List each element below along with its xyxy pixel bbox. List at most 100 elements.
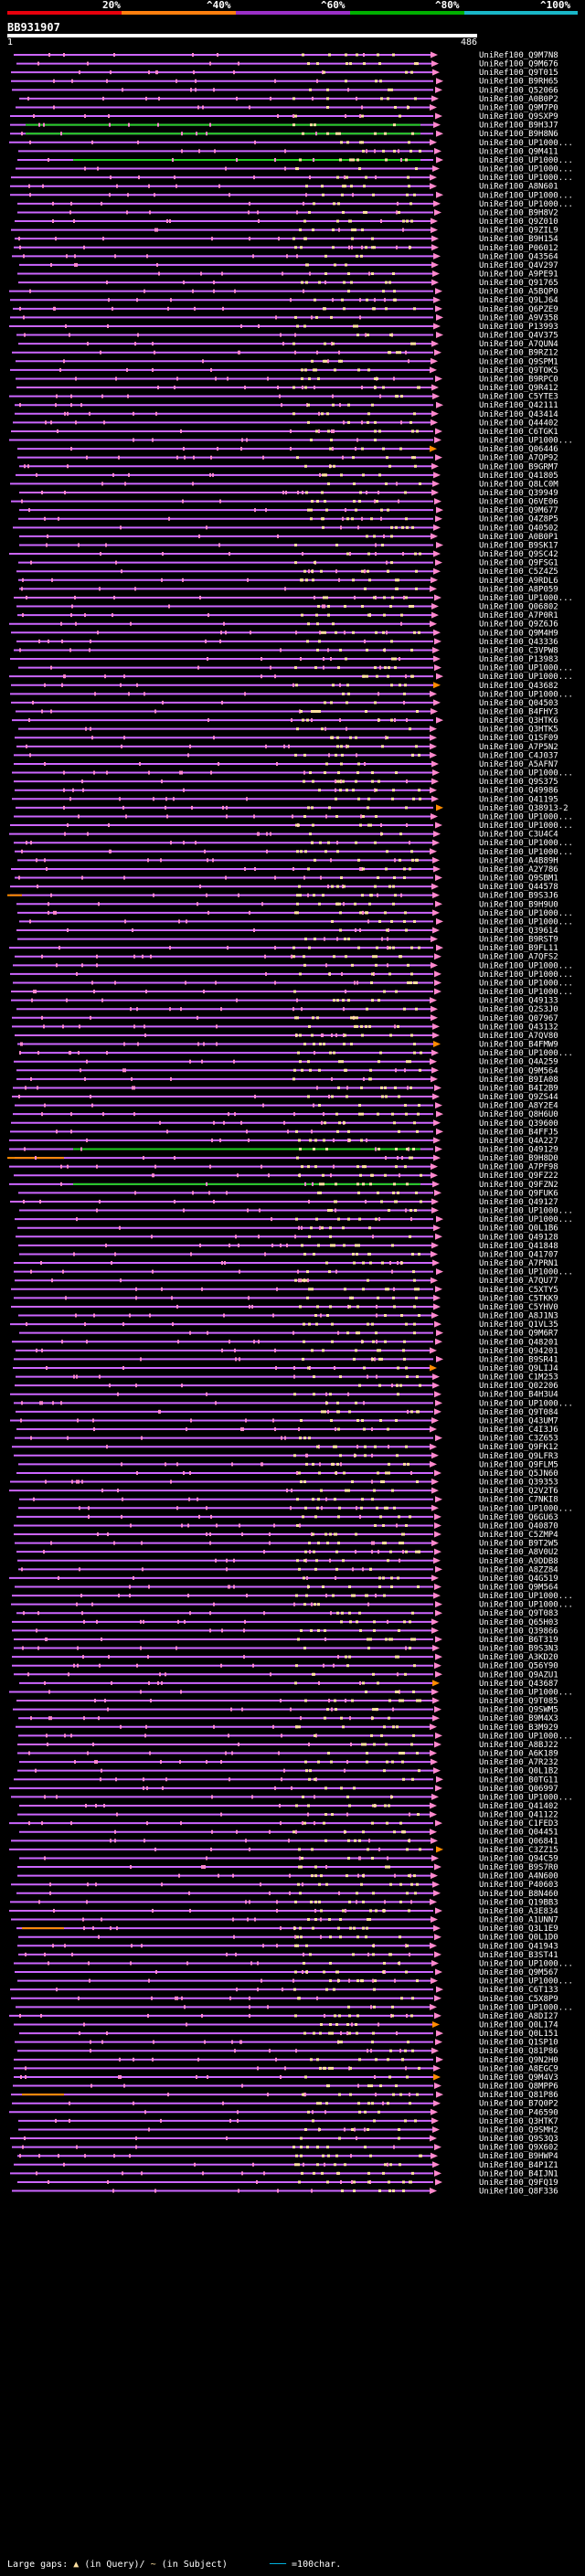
hit-tick bbox=[61, 639, 63, 643]
hit-segment bbox=[382, 290, 385, 293]
hit-tick bbox=[260, 1882, 261, 1887]
hit-segment bbox=[326, 1708, 329, 1712]
hit-tick bbox=[245, 1900, 247, 1904]
hit-tick bbox=[110, 70, 112, 75]
hit-tick bbox=[102, 1112, 104, 1117]
hit-tick bbox=[56, 963, 58, 968]
hit-tick bbox=[197, 665, 199, 670]
hit-arrow-icon bbox=[431, 410, 439, 418]
hit-segment bbox=[375, 955, 378, 959]
hit-tick bbox=[149, 1313, 151, 1318]
hit-tick bbox=[228, 1112, 229, 1117]
hit-segment bbox=[342, 1559, 345, 1563]
hit-tick bbox=[227, 376, 229, 381]
hit-tick bbox=[154, 193, 155, 197]
hit-tick bbox=[217, 53, 218, 57]
hit-segment bbox=[339, 789, 342, 792]
hit-tick bbox=[186, 1427, 187, 1432]
hit-label: UniRef100_B9IA08 bbox=[479, 1076, 558, 1085]
hit-segment bbox=[410, 981, 412, 984]
hit-segment bbox=[375, 814, 378, 818]
hit-segment bbox=[406, 1148, 409, 1150]
hit-tick bbox=[374, 1357, 376, 1362]
scale-key-line: ─── bbox=[269, 2560, 286, 2570]
hit-segment bbox=[393, 290, 396, 293]
hit-segment bbox=[307, 1366, 310, 1370]
hit-arrow-icon bbox=[430, 734, 437, 741]
hit-segment bbox=[374, 1445, 377, 1448]
hit-segment bbox=[333, 464, 335, 468]
hit-segment bbox=[370, 1173, 373, 1177]
hit-tick bbox=[50, 665, 52, 670]
hit-arrow-icon bbox=[430, 751, 437, 758]
hit-label: UniRef100_P13983 bbox=[479, 655, 558, 664]
hit-segment bbox=[411, 1252, 414, 1256]
hit-segment bbox=[316, 2146, 319, 2149]
hit-segment bbox=[395, 1165, 398, 1169]
hit-segment bbox=[345, 657, 347, 661]
hit-segment bbox=[340, 876, 343, 880]
hit-tick bbox=[335, 1208, 336, 1213]
hit-segment bbox=[371, 1856, 374, 1860]
hit-segment bbox=[333, 1988, 335, 1991]
hit-tick bbox=[20, 1418, 22, 1423]
hit-tick bbox=[198, 534, 200, 538]
hit-tick bbox=[266, 832, 268, 836]
hit-tick bbox=[133, 1575, 134, 1580]
hit-tick bbox=[137, 1042, 139, 1046]
hit-tick bbox=[154, 1164, 156, 1169]
hit-tick bbox=[311, 1602, 313, 1606]
hit-arrow-icon bbox=[432, 165, 440, 173]
hit-tick bbox=[106, 79, 108, 83]
hit-tick bbox=[280, 333, 282, 337]
hit-tick bbox=[123, 875, 125, 880]
hit-segment bbox=[313, 1550, 315, 1553]
hit-arrow-icon bbox=[434, 1662, 441, 1670]
hit-tick bbox=[100, 552, 101, 557]
hit-tick bbox=[176, 79, 177, 83]
hit-segment bbox=[314, 1314, 317, 1318]
hit-tick bbox=[93, 1313, 95, 1318]
hit-segment bbox=[410, 420, 412, 424]
hit-segment bbox=[336, 999, 339, 1002]
hit-label: UniRef100_Q39353 bbox=[479, 1479, 558, 1488]
hit-tick bbox=[272, 1313, 274, 1318]
hit-arrow-icon bbox=[436, 156, 443, 164]
hit-label: UniRef100_Q49133 bbox=[479, 997, 558, 1006]
hit-segment bbox=[413, 456, 416, 460]
hit-segment bbox=[349, 1620, 352, 1624]
hit-label: UniRef100_C3Z653 bbox=[479, 1435, 558, 1444]
hit-segment bbox=[406, 219, 409, 223]
hit-segment bbox=[388, 1471, 390, 1475]
hit-tick bbox=[60, 132, 62, 136]
hit-label: UniRef100_C5X8P9 bbox=[479, 1995, 558, 2004]
hit-tick bbox=[24, 1147, 26, 1151]
hit-label: UniRef100_P06012 bbox=[479, 244, 558, 253]
hit-tick bbox=[295, 631, 297, 635]
hit-segment bbox=[374, 376, 377, 380]
hit-tick bbox=[144, 2110, 146, 2115]
hit-arrow-icon bbox=[433, 699, 441, 706]
hit-segment bbox=[301, 376, 303, 380]
hit-arrow-icon bbox=[435, 2039, 442, 2046]
in-subject-label: (in Subject) bbox=[161, 2560, 228, 2570]
hit-tick bbox=[330, 858, 332, 863]
hit-segment bbox=[304, 1699, 307, 1702]
hit-label: UniRef100_Q9Z6J6 bbox=[479, 620, 558, 630]
hit-arrow-icon bbox=[431, 611, 439, 619]
hit-segment bbox=[331, 1322, 334, 1326]
hit-segment bbox=[293, 1988, 296, 1991]
hit-tick bbox=[256, 2179, 258, 2184]
hit-tick bbox=[184, 2005, 186, 2009]
hit-segment bbox=[389, 1953, 392, 1956]
hit-segment bbox=[296, 324, 299, 328]
hit-segment bbox=[312, 823, 314, 827]
hit-tick bbox=[197, 902, 198, 906]
hit-segment bbox=[299, 894, 302, 897]
hit-segment bbox=[391, 1112, 394, 1116]
hit-tick bbox=[380, 516, 382, 521]
hit-segment bbox=[346, 1331, 349, 1335]
hit-tick bbox=[216, 1523, 218, 1528]
hit-segment bbox=[321, 185, 324, 188]
hit-tick bbox=[375, 2093, 377, 2097]
